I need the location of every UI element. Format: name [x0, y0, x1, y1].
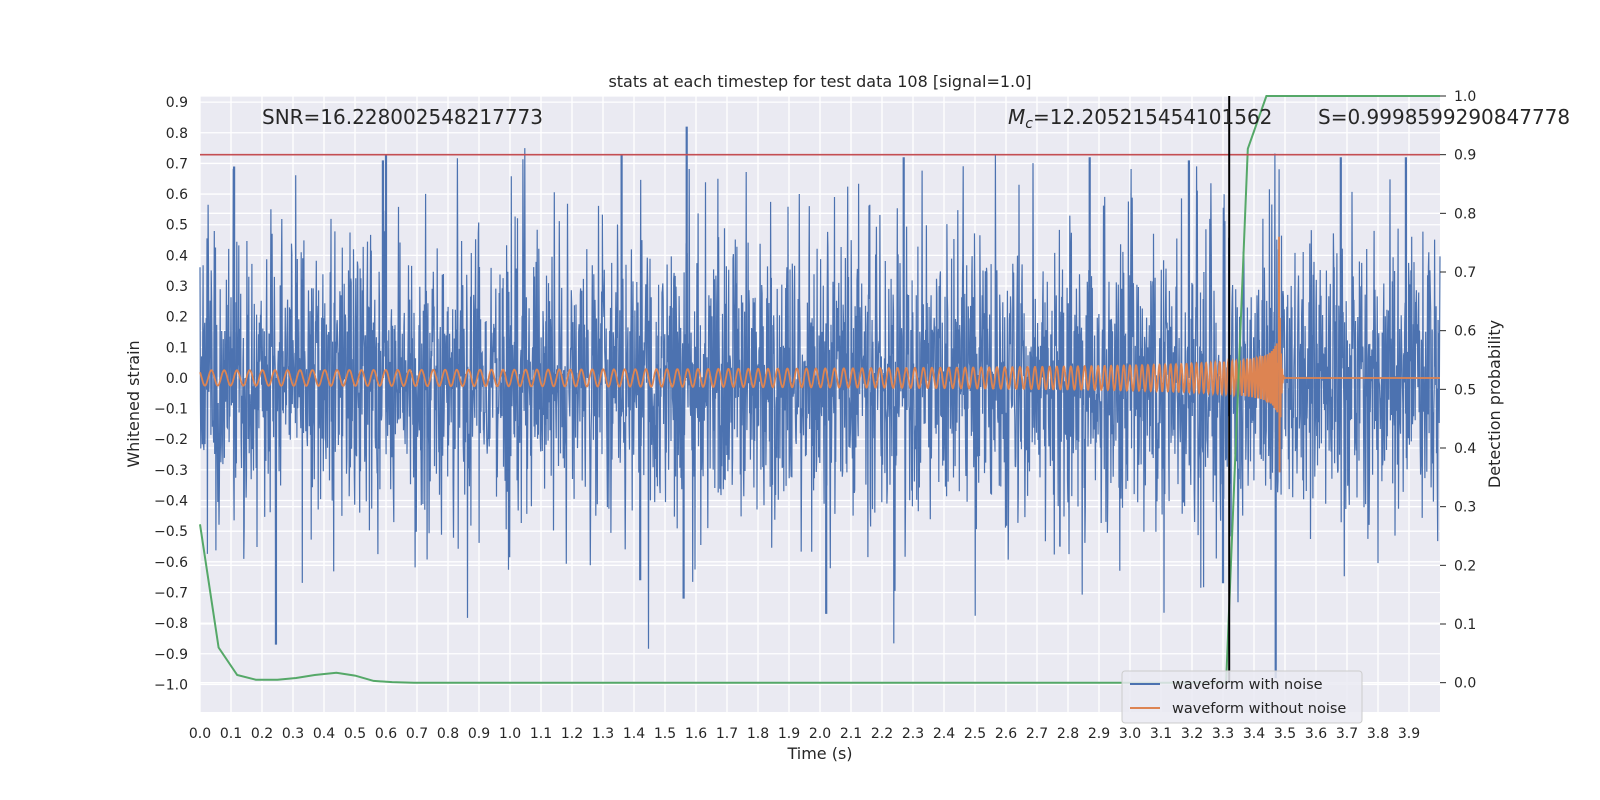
detection-probability-line: [199, 95, 1440, 684]
x-tick-label: 2.9: [1088, 726, 1110, 742]
chirp-mass-value: =12.205215454101562: [1033, 105, 1272, 129]
legend-box: [1121, 670, 1363, 724]
x-tick-label: 3.0: [1119, 726, 1141, 742]
noisy-waveform-line: [199, 148, 1441, 649]
y-tick-label: 0.8: [166, 126, 188, 142]
x-tick-label: 3.5: [1274, 726, 1296, 742]
y-tick-label: 0.2: [166, 310, 188, 326]
y-tick-label: 0.9: [166, 95, 188, 111]
y2-tick-label: 0.5: [1454, 382, 1476, 398]
series-waveform-without-noise: [199, 236, 1440, 473]
x-tick-label: 1.7: [716, 726, 738, 742]
y-tick-label: −0.3: [154, 463, 188, 479]
x-tick-label: 2.7: [1026, 726, 1048, 742]
x-tick-label: 0.3: [282, 726, 304, 742]
y2-tick-label: 0.1: [1454, 617, 1476, 633]
x-tick-label: 1.0: [499, 726, 521, 742]
snr-annotation: SNR=16.228002548217773: [262, 105, 543, 129]
y-tick-label: −0.6: [154, 555, 188, 571]
series-waveform-with-noise: [199, 126, 1441, 679]
x-axis-ticks: 0.0 0.1 0.2 0.3 0.4 0.5 0.6 0.7 0.8 0.9 1.0 1.1 1.2 1…: [189, 726, 1420, 742]
x-tick-label: 3.3: [1212, 726, 1234, 742]
y-tick-label: −0.7: [154, 585, 188, 601]
y-tick-label: −0.4: [154, 494, 188, 510]
y2-axis-label: Detection probability: [1485, 320, 1504, 488]
legend-label-clean: waveform without noise: [1172, 701, 1346, 717]
clean-waveform-line: [199, 236, 1440, 473]
x-tick-label: 3.8: [1367, 726, 1389, 742]
x-tick-label: 0.6: [375, 726, 397, 742]
x-tick-label: 1.2: [561, 726, 583, 742]
x-tick-label: 1.5: [654, 726, 676, 742]
x-tick-label: 2.2: [871, 726, 893, 742]
x-tick-label: 0.5: [344, 726, 366, 742]
x-tick-label: 2.6: [995, 726, 1017, 742]
x-tick-label: 2.5: [964, 726, 986, 742]
x-tick-label: 3.7: [1336, 726, 1358, 742]
y2-tick-label: 0.9: [1454, 148, 1476, 164]
x-tick-label: 1.8: [747, 726, 769, 742]
legend: waveform with noise waveform without noi…: [1121, 670, 1363, 724]
series-detection-probability: [199, 95, 1440, 684]
x-tick-label: 1.9: [778, 726, 800, 742]
x-tick-label: 2.8: [1057, 726, 1079, 742]
x-tick-label: 3.9: [1398, 726, 1420, 742]
x-tick-label: 3.2: [1181, 726, 1203, 742]
x-tick-label: 3.6: [1305, 726, 1327, 742]
chart-title: stats at each timestep for test data 108…: [608, 72, 1031, 91]
y-tick-label: −0.2: [154, 432, 188, 448]
x-tick-label: 1.6: [685, 726, 707, 742]
x-tick-label: 0.1: [220, 726, 242, 742]
y-tick-label: −1.0: [154, 677, 188, 693]
y-tick-label: 0.5: [166, 218, 188, 234]
y-tick-label: −0.9: [154, 647, 188, 663]
x-tick-label: 0.7: [406, 726, 428, 742]
y2-tick-label: 0.4: [1454, 441, 1476, 457]
y2-tick-label: 1.0: [1454, 89, 1476, 105]
chirp-mass-subscript: c: [1025, 116, 1033, 132]
y-axis-label: Whitened strain: [124, 340, 143, 467]
y-tick-label: 0.6: [166, 187, 188, 203]
x-tick-label: 3.1: [1150, 726, 1172, 742]
y2-tick-label: 0.3: [1454, 500, 1476, 516]
x-axis-label: Time (s): [786, 744, 852, 763]
y-tick-label: 0.3: [166, 279, 188, 295]
y-tick-label: 0.0: [166, 371, 188, 387]
x-tick-label: 2.1: [840, 726, 862, 742]
chirp-mass-annotation: Mc=12.205215454101562: [1008, 105, 1272, 132]
y-tick-label: −0.1: [154, 402, 188, 418]
x-tick-label: 0.2: [251, 726, 273, 742]
y2-tick-label: 0.6: [1454, 324, 1476, 340]
x-tick-label: 1.3: [592, 726, 614, 742]
y-tick-label: 0.1: [166, 340, 188, 356]
x-tick-label: 0.0: [189, 726, 211, 742]
legend-label-noise: waveform with noise: [1172, 677, 1323, 693]
y-tick-label: 0.4: [166, 248, 188, 264]
y2-tick-label: 0.2: [1454, 558, 1476, 574]
x-tick-label: 2.0: [809, 726, 831, 742]
y2-tick-label: 0.0: [1454, 676, 1476, 692]
x-tick-label: 2.3: [902, 726, 924, 742]
x-tick-label: 0.8: [437, 726, 459, 742]
x-tick-label: 1.4: [623, 726, 645, 742]
x-tick-label: 2.4: [933, 726, 955, 742]
x-tick-label: 0.4: [313, 726, 335, 742]
x-tick-label: 1.1: [530, 726, 552, 742]
y2-tick-label: 0.8: [1454, 206, 1476, 222]
y-axis-ticks: 0.9 0.8 0.7 0.6 0.5 0.4 0.3 0.2 0.1 0.0 −0.1 −0.2 −0…: [154, 95, 188, 693]
y2-tick-label: 0.7: [1454, 265, 1476, 281]
chirp-mass-symbol: M: [1008, 105, 1025, 129]
y-tick-label: 0.7: [166, 156, 188, 172]
x-tick-label: 3.4: [1243, 726, 1265, 742]
y-tick-label: −0.8: [154, 616, 188, 632]
score-annotation: S=0.9998599290847778: [1318, 105, 1570, 129]
x-tick-label: 0.9: [468, 726, 490, 742]
y-tick-label: −0.5: [154, 524, 188, 540]
y2-axis-ticks: 1.0 0.9 0.8 0.7 0.6 0.5 0.4 0.3 0.2 0.1 0.0: [1440, 89, 1476, 692]
